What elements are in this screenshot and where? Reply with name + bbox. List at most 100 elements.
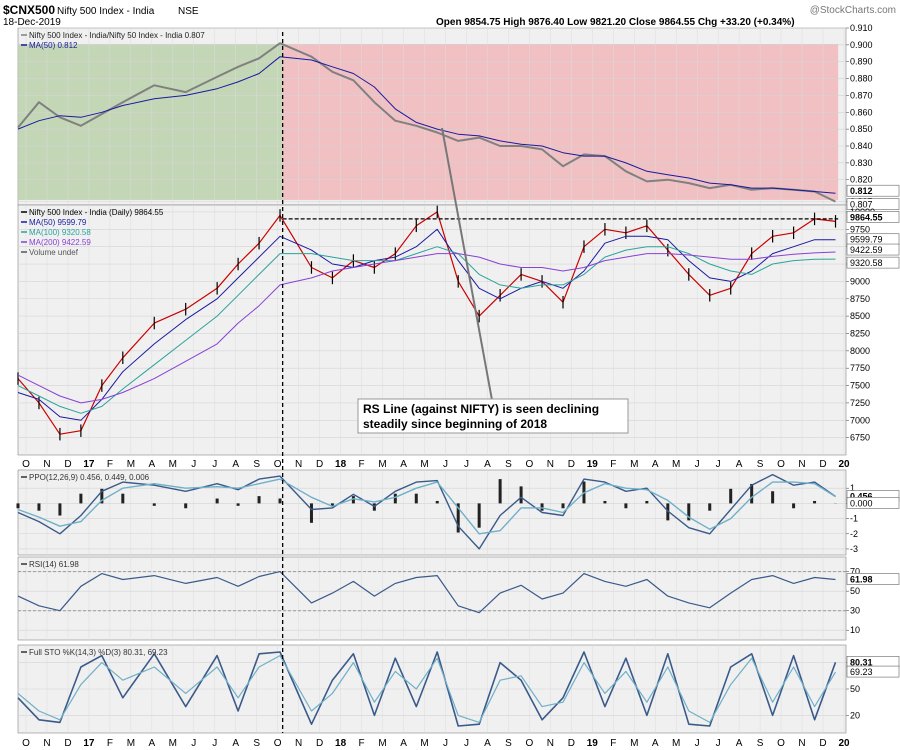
y-tick-label: 0.880 <box>850 74 873 84</box>
ppo-histogram-bar <box>257 496 261 504</box>
last-value-label: 69.23 <box>850 667 873 677</box>
y-tick-label: 6750 <box>850 433 870 443</box>
time-axis-label-bottom: O <box>777 738 785 749</box>
last-value-label: 9320.58 <box>850 258 883 268</box>
last-value-label: 80.31 <box>850 657 873 667</box>
chart-date: 18-Dec-2019 <box>3 17 61 28</box>
y-tick-label: 7500 <box>850 381 870 391</box>
chart-name: Nifty 500 Index - India <box>57 6 155 17</box>
legend-entry: MA(100) 9320.58 <box>29 228 91 237</box>
last-value-tag <box>846 256 900 269</box>
ppo-histogram-bar <box>477 503 481 528</box>
series-line-price-3 <box>17 251 836 404</box>
time-axis-label: O <box>274 459 282 470</box>
time-axis-label: J <box>191 459 196 470</box>
time-axis-label-bottom: A <box>400 738 407 749</box>
time-axis-label-bottom: N <box>798 738 805 749</box>
time-axis-label: 18 <box>335 459 347 470</box>
series-line-ppo-0 <box>17 473 836 550</box>
y-tick-label: 8000 <box>850 346 870 356</box>
legend-entry: MA(50) 9599.79 <box>29 218 87 227</box>
last-value-tag <box>846 184 900 197</box>
last-value-tag <box>846 243 900 256</box>
last-value-label: 61.98 <box>850 574 873 584</box>
time-axis-label-bottom: S <box>505 738 512 749</box>
ppo-histogram-bar <box>278 498 282 504</box>
y-tick-label: 70 <box>850 567 860 577</box>
ppo-histogram-bar <box>750 483 754 504</box>
time-axis-label-bottom: J <box>191 738 196 749</box>
time-axis-label: F <box>107 459 113 470</box>
time-axis-label: M <box>630 459 638 470</box>
time-axis-label: 17 <box>83 459 95 470</box>
time-axis-label-bottom: O <box>525 738 533 749</box>
ppo-histogram-bar <box>351 496 355 504</box>
legend-entry: Full STO %K(14,3) %D(3) 80.31, 69.23 <box>29 648 168 657</box>
legend-entry: RSI(14) 61.98 <box>29 560 79 569</box>
time-axis-label: J <box>716 459 721 470</box>
ppo-histogram-bar <box>645 500 649 504</box>
time-axis-label-bottom: A <box>149 738 156 749</box>
time-axis-label-bottom: A <box>736 738 743 749</box>
last-value-tag <box>846 211 900 223</box>
y-tick-label: 8750 <box>850 294 870 304</box>
ppo-histogram-bar <box>792 503 796 509</box>
time-axis-label: A <box>232 459 239 470</box>
time-axis-label: D <box>316 459 323 470</box>
y-tick-label: 20 <box>850 710 860 720</box>
annotation-text-line1: RS Line (against NIFTY) is seen declinin… <box>363 402 599 416</box>
last-value-tag <box>846 198 900 210</box>
time-axis-label-bottom: M <box>420 738 428 749</box>
time-axis-label-bottom: N <box>43 738 50 749</box>
time-axis-label: M <box>127 459 135 470</box>
time-axis-label: D <box>568 459 575 470</box>
y-tick-label: 8500 <box>850 311 870 321</box>
time-axis-label: M <box>420 459 428 470</box>
ppo-histogram-bar <box>330 503 334 506</box>
time-axis-label-bottom: A <box>652 738 659 749</box>
ppo-histogram-bar <box>540 503 544 511</box>
ppo-histogram-bar <box>215 498 219 504</box>
time-axis-label-bottom: 18 <box>335 738 347 749</box>
legend-entry: PPO(12,26,9) 0.456, 0.449, 0.006 <box>29 473 150 482</box>
series-line-ppo-1 <box>17 478 836 535</box>
ppo-histogram-bar <box>456 503 460 533</box>
y-tick-label: 10 <box>850 625 860 635</box>
time-axis-label: O <box>525 459 533 470</box>
ppo-histogram-bar <box>37 503 41 511</box>
y-tick-label: 0.830 <box>850 158 873 168</box>
last-value-tag <box>846 573 900 585</box>
time-axis-label-bottom: D <box>568 738 575 749</box>
ppo-histogram-bar <box>519 486 523 504</box>
time-axis-label-bottom: F <box>610 738 616 749</box>
time-axis-label-bottom: M <box>127 738 135 749</box>
time-axis-label: N <box>798 459 805 470</box>
y-tick-label: 7750 <box>850 363 870 373</box>
time-axis-label: A <box>400 459 407 470</box>
series-line-relative-strength-0 <box>17 42 836 203</box>
annotation-text-line2: steadily since beginning of 2018 <box>363 417 547 431</box>
y-tick-label: -2 <box>850 529 858 539</box>
time-axis-label: J <box>443 459 448 470</box>
ppo-histogram-bar <box>708 503 712 511</box>
ppo-histogram-bar <box>236 503 240 506</box>
time-axis-label: N <box>43 459 50 470</box>
time-axis-label-bottom: 17 <box>83 738 95 749</box>
chart-exchange: NSE <box>178 6 199 17</box>
time-axis-label-bottom: J <box>695 738 700 749</box>
time-axis-label: A <box>484 459 491 470</box>
time-axis-label: D <box>819 459 826 470</box>
annotation-arrow <box>441 127 493 401</box>
time-axis-label: N <box>547 459 554 470</box>
time-axis-label-bottom: M <box>169 738 177 749</box>
ppo-histogram-bar <box>603 500 607 504</box>
ppo-histogram-bar <box>184 503 188 509</box>
ppo-histogram-bar <box>813 500 817 504</box>
legend-entry: MA(200) 9422.59 <box>29 238 91 247</box>
series-line-price-2 <box>17 246 836 414</box>
ppo-histogram-bar <box>393 493 397 504</box>
last-value-label: 9599.79 <box>850 235 883 245</box>
y-tick-label: 0.820 <box>850 175 873 185</box>
series-line-relative-strength-1 <box>17 56 836 194</box>
